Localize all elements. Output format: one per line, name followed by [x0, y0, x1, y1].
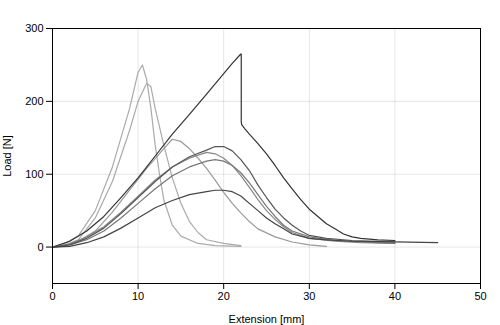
svg-text:40: 40	[389, 290, 401, 302]
svg-text:200: 200	[25, 95, 43, 107]
svg-text:100: 100	[25, 168, 43, 180]
svg-text:Load [N]: Load [N]	[1, 135, 13, 177]
svg-text:50: 50	[474, 290, 486, 302]
svg-text:30: 30	[303, 290, 315, 302]
svg-text:20: 20	[218, 290, 230, 302]
svg-text:Extension [mm]: Extension [mm]	[229, 313, 305, 325]
svg-text:10: 10	[132, 290, 144, 302]
svg-text:300: 300	[25, 22, 43, 34]
svg-text:0: 0	[49, 290, 55, 302]
svg-text:0: 0	[37, 241, 43, 253]
